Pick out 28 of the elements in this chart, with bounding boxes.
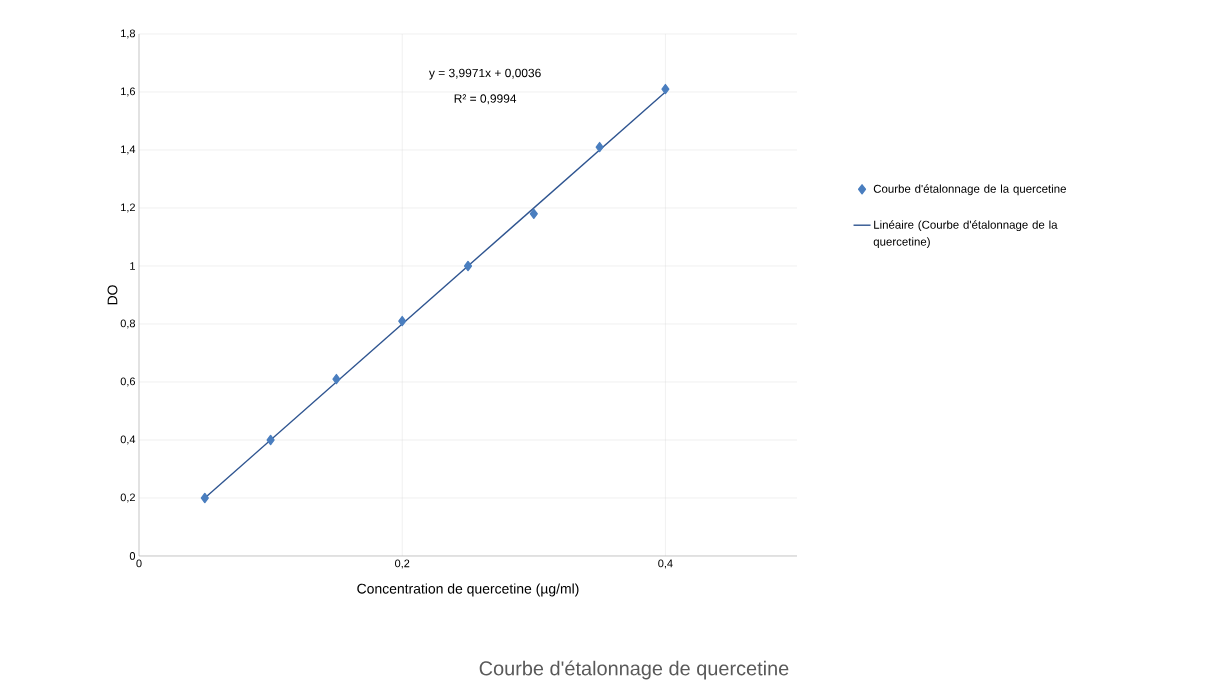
annotation: R² = 0,9994 — [454, 94, 517, 105]
point — [595, 141, 604, 153]
y-tick-label: 1,4 — [121, 145, 136, 155]
point — [529, 208, 538, 219]
point — [463, 260, 473, 272]
point — [398, 315, 407, 327]
point — [661, 83, 670, 95]
text: Courbe d'étalonnage de quercetine — [479, 660, 789, 680]
annotation: y = 3,9971x + 0,0036 — [428, 68, 541, 80]
point — [266, 434, 275, 446]
y-axis-title: DO — [107, 285, 118, 305]
y-tick-label: 1,6 — [121, 87, 135, 97]
y-tick-label: 1,2 — [121, 203, 135, 213]
y-tick-label: 0,6 — [120, 377, 135, 387]
legend-label: Courbe d'étalonnage de la quercetine — [873, 184, 1066, 196]
y-tick-label: 0 — [129, 552, 136, 560]
y-tick-label: 0,2 — [120, 493, 135, 503]
x-tick-label: 0,4 — [658, 559, 673, 569]
point — [200, 492, 209, 504]
y-tick-label: 1,8 — [121, 29, 135, 39]
x-tick-label: 0 — [136, 559, 142, 568]
point — [332, 373, 341, 385]
y-tick-label: 0,8 — [120, 319, 135, 329]
y-tick-label: 0,4 — [120, 435, 136, 445]
x-axis-title: Concentration de quercetine (µg/ml) — [357, 583, 579, 597]
legend-label: Linéaire (Courbe d'étalonnage de la quercetine) — [873, 220, 1058, 248]
y-tick-label: 1 — [130, 262, 135, 270]
x-tick-label: 0,2 — [395, 559, 410, 569]
